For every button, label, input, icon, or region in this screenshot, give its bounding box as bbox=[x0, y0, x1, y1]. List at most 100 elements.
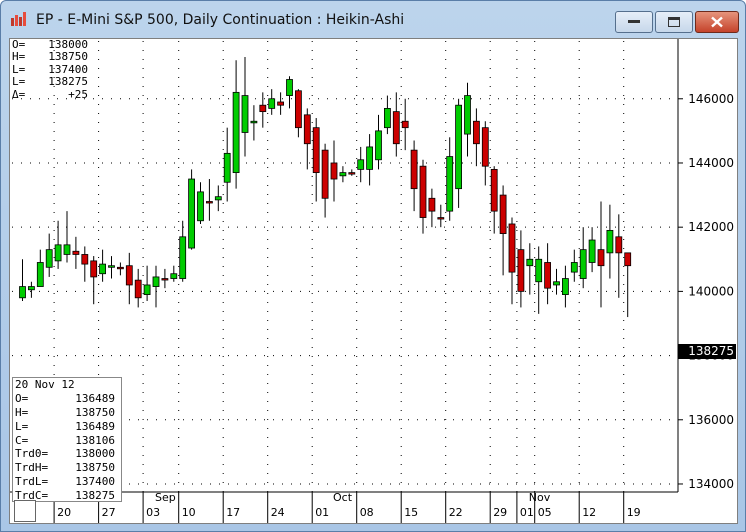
window-title: EP - E-Mini S&P 500, Daily Continuation … bbox=[36, 12, 405, 28]
data-window-key: TrdC= bbox=[15, 489, 49, 502]
candle-body bbox=[152, 276, 160, 287]
ohlc-row: L= 138275 bbox=[12, 75, 92, 89]
time-tick-label: 03 bbox=[146, 506, 160, 519]
data-window-key: TrdH= bbox=[15, 461, 49, 475]
ohlc-value: 138000 bbox=[48, 38, 88, 51]
candle-body bbox=[553, 281, 560, 286]
time-tick-label: 12 bbox=[582, 506, 596, 519]
minimize-button[interactable] bbox=[615, 11, 653, 33]
candle-body bbox=[606, 229, 614, 254]
candle-body bbox=[321, 149, 329, 199]
data-window-key: TrdL= bbox=[15, 475, 49, 489]
time-tick-label: 24 bbox=[271, 506, 285, 519]
candle-body bbox=[339, 172, 347, 177]
candle-body bbox=[383, 108, 391, 129]
candle-body bbox=[294, 90, 302, 129]
price-tick-label: 136000 bbox=[688, 413, 734, 427]
candle-body bbox=[72, 250, 80, 255]
ohlc-readout: O= 138000 H= 138750 L= 137400 L= 138275 Δ= +25 bbox=[12, 39, 92, 101]
candle-body bbox=[214, 196, 222, 201]
candle-body bbox=[446, 156, 454, 212]
candle-body bbox=[108, 265, 115, 268]
data-window-value: 137400 bbox=[75, 475, 115, 489]
candle-body bbox=[19, 286, 26, 299]
data-window-key: C= bbox=[15, 433, 29, 447]
candle-body bbox=[428, 197, 436, 212]
candle-body bbox=[357, 159, 365, 170]
time-tick-label: 15 bbox=[404, 506, 418, 519]
ohlc-row: L= 137400 bbox=[12, 63, 92, 76]
candle-body bbox=[81, 254, 89, 265]
candle-body bbox=[490, 168, 498, 212]
close-button[interactable] bbox=[695, 11, 739, 33]
candle-body bbox=[250, 120, 258, 124]
candle-body bbox=[348, 172, 356, 175]
data-window-value: 136489 bbox=[75, 419, 115, 433]
candle-body bbox=[36, 262, 44, 287]
title-bar[interactable]: EP - E-Mini S&P 500, Daily Continuation … bbox=[1, 1, 745, 37]
time-tick-label: 01 bbox=[315, 506, 329, 519]
candle-body bbox=[517, 249, 525, 292]
corner-box[interactable] bbox=[14, 500, 36, 522]
maximize-button[interactable] bbox=[655, 11, 693, 33]
candle-body bbox=[562, 278, 569, 295]
data-window-key: H= bbox=[15, 405, 29, 419]
candle-body bbox=[615, 236, 623, 254]
candle-body bbox=[117, 266, 124, 270]
candle-body bbox=[125, 265, 133, 286]
candle-body bbox=[472, 120, 480, 145]
data-window-row: C= 138106 bbox=[15, 434, 121, 448]
candle-body bbox=[161, 278, 169, 281]
candle-body bbox=[197, 191, 204, 222]
data-window-row: Trd0= 138000 bbox=[15, 447, 121, 461]
candle-body bbox=[579, 249, 587, 279]
ohlc-key: O= bbox=[12, 38, 26, 51]
candle-body bbox=[499, 194, 507, 234]
minimize-icon bbox=[628, 20, 640, 23]
price-tick-label: 140000 bbox=[688, 284, 734, 298]
candle-body bbox=[419, 165, 427, 218]
candle-body bbox=[303, 114, 311, 145]
candle-body bbox=[268, 98, 276, 109]
data-window-row: TrdL= 137400 bbox=[15, 475, 121, 489]
chart-area[interactable]: 134000 136000 138000 140000 142000 144000 1460… bbox=[9, 38, 738, 524]
time-tick-label: 22 bbox=[449, 506, 463, 519]
month-label: Nov bbox=[529, 491, 551, 504]
candle-body bbox=[588, 239, 596, 263]
candle-body bbox=[455, 104, 463, 190]
candle-body bbox=[410, 149, 418, 190]
time-tick-label: 08 bbox=[360, 506, 374, 519]
candle-body bbox=[45, 249, 53, 268]
time-tick-label: 10 bbox=[182, 506, 196, 519]
candle-body bbox=[99, 263, 106, 275]
data-window-date: 20 Nov 12 bbox=[15, 378, 75, 391]
chart-app-icon bbox=[11, 12, 26, 26]
candle-body bbox=[437, 217, 445, 220]
candle-body bbox=[392, 111, 400, 145]
candle-body bbox=[526, 258, 534, 267]
candle-body bbox=[179, 236, 187, 279]
month-label: Oct bbox=[333, 491, 353, 504]
time-tick-label: 01 bbox=[520, 506, 534, 519]
candle-body bbox=[375, 130, 382, 161]
data-window-value: 136489 bbox=[75, 391, 115, 405]
price-tick-label: 134000 bbox=[688, 477, 734, 491]
candle-body bbox=[223, 152, 231, 183]
candle-body bbox=[259, 104, 267, 113]
candle-body bbox=[170, 273, 178, 279]
price-chart[interactable]: 134000 136000 138000 140000 142000 144000 1460… bbox=[10, 39, 738, 524]
data-window: 20 Nov 12 O= 136489 H= 138750 L= 136489 C= 1381… bbox=[12, 377, 122, 502]
data-window-key: O= bbox=[15, 391, 29, 405]
data-window-value: 138000 bbox=[75, 447, 115, 461]
last-price-tag: 138275 bbox=[678, 344, 736, 359]
ohlc-row: H= 138750 bbox=[12, 50, 92, 64]
price-tick-label: 144000 bbox=[688, 156, 734, 170]
ohlc-key: L= bbox=[12, 75, 26, 89]
candle-body bbox=[464, 95, 471, 135]
time-tick-label: 29 bbox=[493, 506, 507, 519]
candle-body bbox=[277, 101, 285, 106]
candle-body bbox=[312, 127, 320, 174]
price-tick-label: 142000 bbox=[688, 220, 734, 234]
ohlc-value: 138750 bbox=[48, 50, 88, 64]
